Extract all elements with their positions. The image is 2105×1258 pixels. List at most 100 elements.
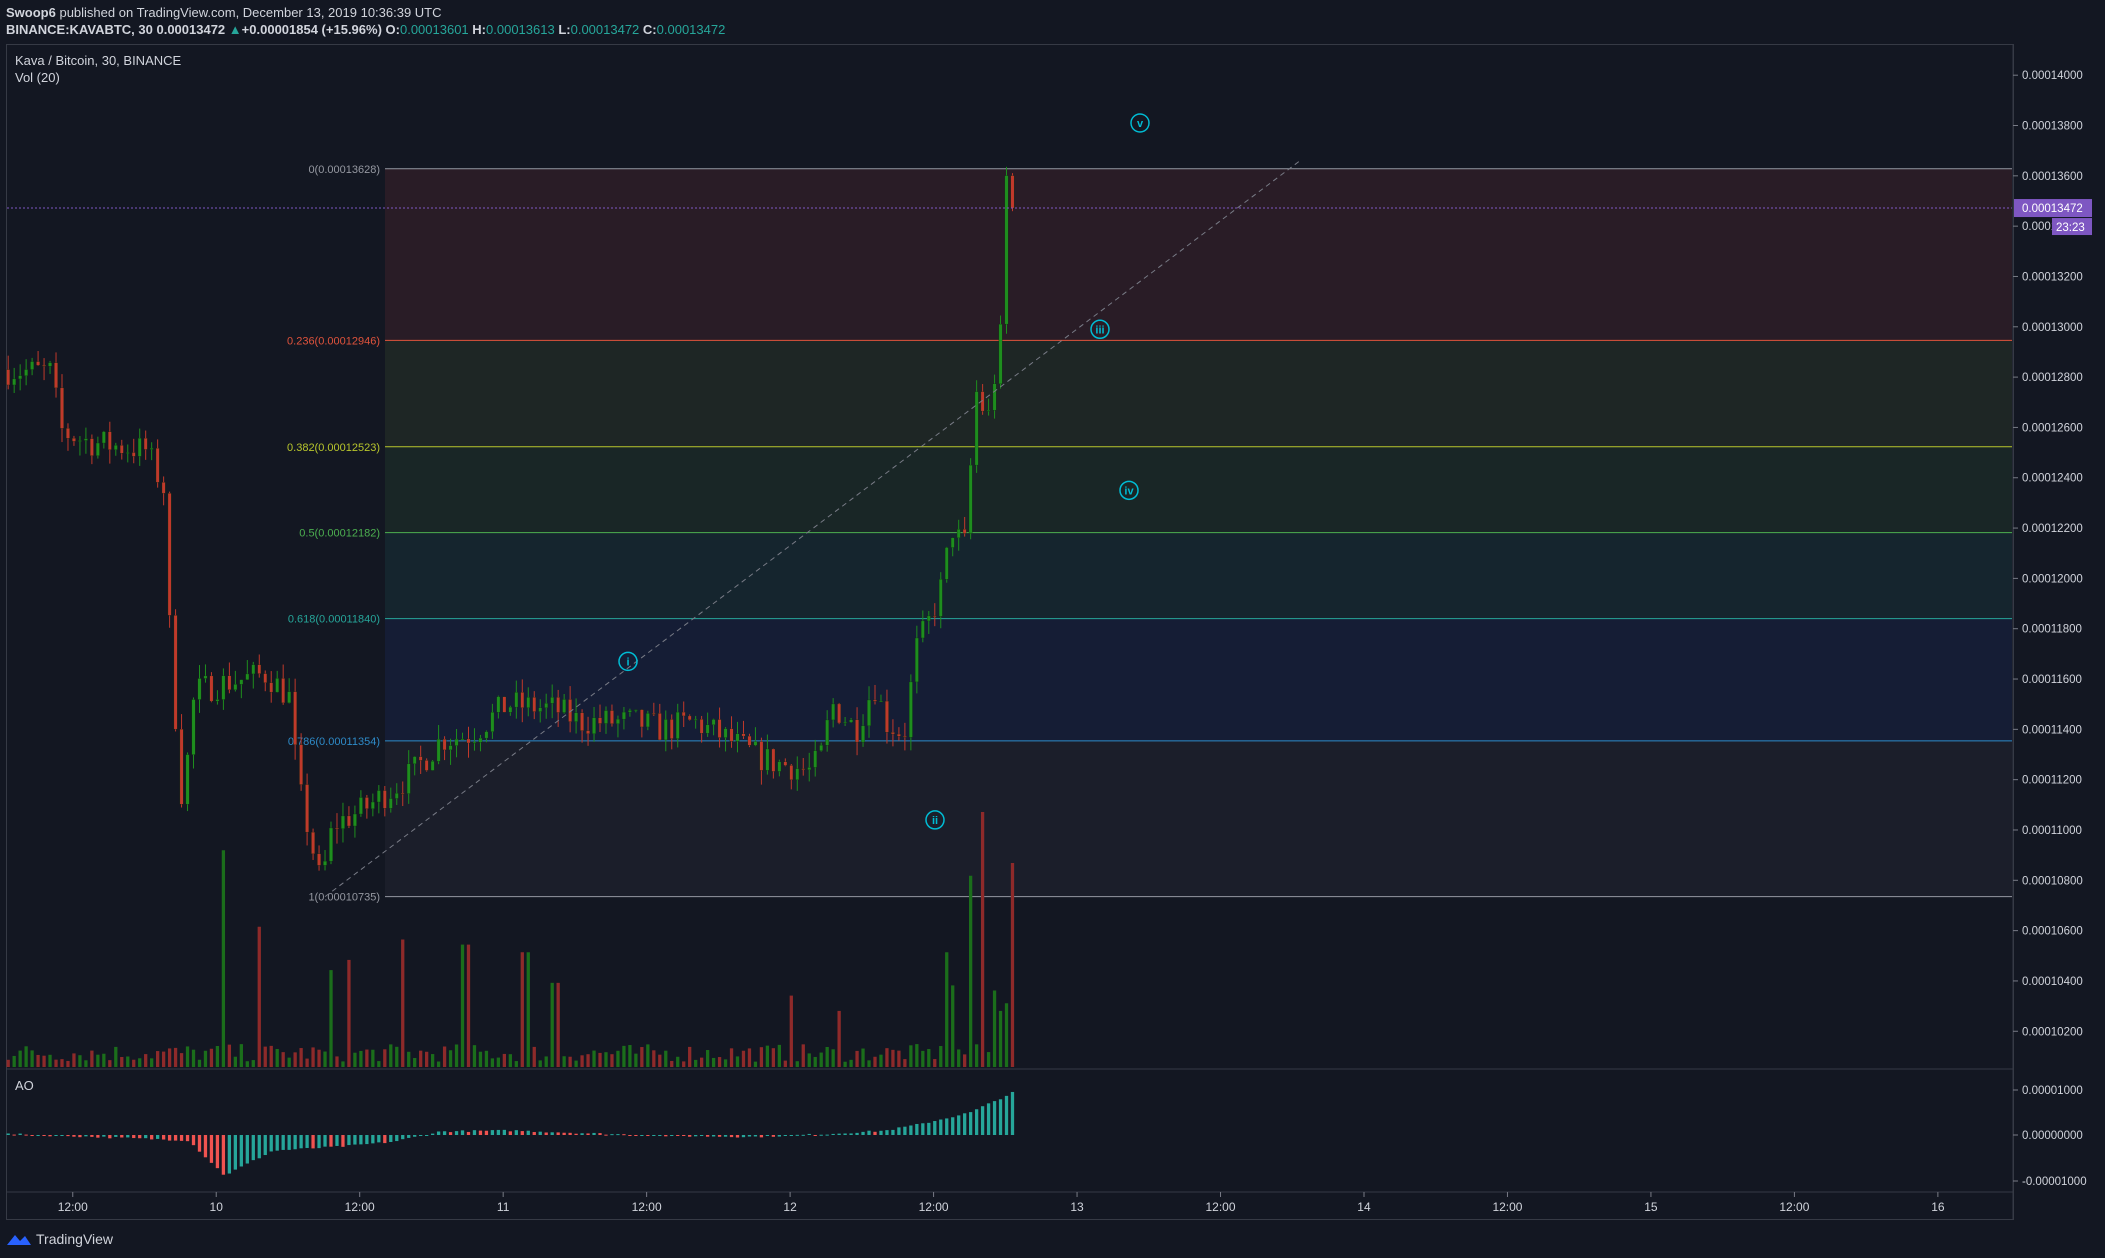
- brand[interactable]: TradingView: [6, 1231, 113, 1247]
- price-tick-label: 0.00012800: [2022, 372, 2083, 384]
- ao-bar: [185, 1135, 190, 1142]
- ao-bar: [652, 1135, 656, 1136]
- volume-bar: [215, 1045, 220, 1067]
- candle-body: [394, 792, 399, 799]
- fib-zone: [385, 340, 2012, 447]
- ao-bar: [478, 1130, 483, 1135]
- candle-body: [974, 391, 979, 466]
- series-legend[interactable]: Kava / Bitcoin, 30, BINANCE: [15, 53, 182, 68]
- price-tick-label: 0.00011200: [2022, 775, 2082, 787]
- ao-bar: [66, 1135, 70, 1137]
- volume-bar: [36, 1054, 40, 1067]
- ao-bar: [138, 1135, 142, 1139]
- low-label: L:: [558, 22, 571, 37]
- candle-body: [185, 754, 190, 805]
- fib-level-label: 0.5(0.00012182): [299, 528, 380, 540]
- candle-body: [861, 725, 865, 743]
- volume-bar: [646, 1044, 650, 1067]
- ao-bar: [694, 1135, 698, 1137]
- candle-body: [741, 733, 746, 737]
- volume-legend[interactable]: Vol (20): [15, 70, 60, 85]
- fib-level-label: 0.786(0.00011354): [288, 736, 380, 748]
- candle-body: [801, 768, 806, 770]
- volume-bar: [974, 1044, 979, 1067]
- candle-body: [191, 699, 196, 755]
- ao-bar: [957, 1115, 961, 1135]
- volume-bar: [54, 1059, 58, 1067]
- wave-label: ii: [932, 815, 938, 827]
- candle-body: [24, 369, 28, 376]
- publisher-name[interactable]: Swoop6: [6, 5, 56, 20]
- high-value: 0.00013613: [486, 22, 555, 37]
- volume-bar: [317, 1049, 321, 1067]
- candle-body: [843, 722, 847, 724]
- candle-body: [179, 728, 184, 805]
- time-tick-label: 12:00: [632, 1200, 662, 1214]
- fib-level-label: 1(0.00010735): [308, 892, 380, 904]
- ao-bar: [927, 1122, 931, 1135]
- candle-body: [30, 361, 34, 370]
- ao-bar: [454, 1131, 459, 1135]
- ao-bar: [305, 1135, 309, 1148]
- candle-body: [586, 730, 590, 734]
- candle-body: [885, 700, 889, 733]
- time-tick-label: 14: [1357, 1200, 1371, 1214]
- ao-bar: [257, 1135, 261, 1159]
- volume-bar: [688, 1046, 692, 1067]
- candle-body: [251, 664, 256, 675]
- volume-bar: [167, 1048, 172, 1067]
- candle-body: [203, 675, 208, 679]
- volume-bar: [759, 1047, 764, 1067]
- ao-bar: [167, 1135, 172, 1141]
- candle-body: [992, 383, 997, 411]
- ao-bar: [885, 1130, 889, 1135]
- candle-body: [478, 737, 483, 743]
- price-tick-label: 0.00011600: [2022, 674, 2082, 686]
- ao-bar: [831, 1133, 835, 1135]
- ao-bar: [664, 1135, 668, 1137]
- ao-bar: [753, 1135, 758, 1137]
- ao-bar: [6, 1133, 10, 1135]
- volume-bar: [891, 1049, 895, 1067]
- volume-bar: [705, 1050, 710, 1067]
- ao-bar: [365, 1135, 369, 1145]
- time-tick-label: 12:00: [1492, 1200, 1522, 1214]
- ao-bar: [311, 1135, 315, 1149]
- candle-body: [771, 748, 776, 772]
- ao-bar: [126, 1135, 130, 1138]
- ao-bar: [114, 1135, 118, 1137]
- time-tick-label: 10: [210, 1200, 224, 1214]
- candle-body: [335, 827, 339, 830]
- volume-bar: [508, 1054, 512, 1067]
- volume-bar: [323, 1051, 327, 1067]
- wave-label: i: [626, 656, 629, 668]
- candle-body: [311, 831, 315, 855]
- volume-bar: [968, 875, 973, 1067]
- candle-body: [454, 739, 459, 746]
- ao-bar: [323, 1135, 327, 1147]
- volume-bar: [652, 1050, 656, 1067]
- candle-body: [305, 784, 309, 833]
- ao-legend[interactable]: AO: [15, 1078, 34, 1093]
- candle-body: [640, 709, 644, 728]
- volume-bar: [741, 1050, 746, 1067]
- candle-body: [365, 797, 369, 809]
- candle-body: [693, 719, 698, 721]
- ao-bar: [341, 1135, 345, 1147]
- ao-bar: [574, 1133, 578, 1135]
- ao-bar: [383, 1135, 387, 1144]
- ao-bar: [508, 1131, 512, 1135]
- volume-bar: [383, 1049, 387, 1067]
- volume-bar: [335, 1056, 339, 1067]
- candle-body: [950, 537, 955, 548]
- ao-bar: [610, 1134, 614, 1136]
- candle-body: [783, 761, 788, 766]
- ao-bar: [622, 1134, 626, 1136]
- volume-bar: [873, 1056, 877, 1067]
- ao-bar: [801, 1134, 805, 1136]
- ao-bar: [861, 1131, 865, 1135]
- ao-bar: [173, 1135, 178, 1141]
- last-price: 0.00013472: [156, 22, 226, 37]
- ao-bar: [227, 1135, 232, 1174]
